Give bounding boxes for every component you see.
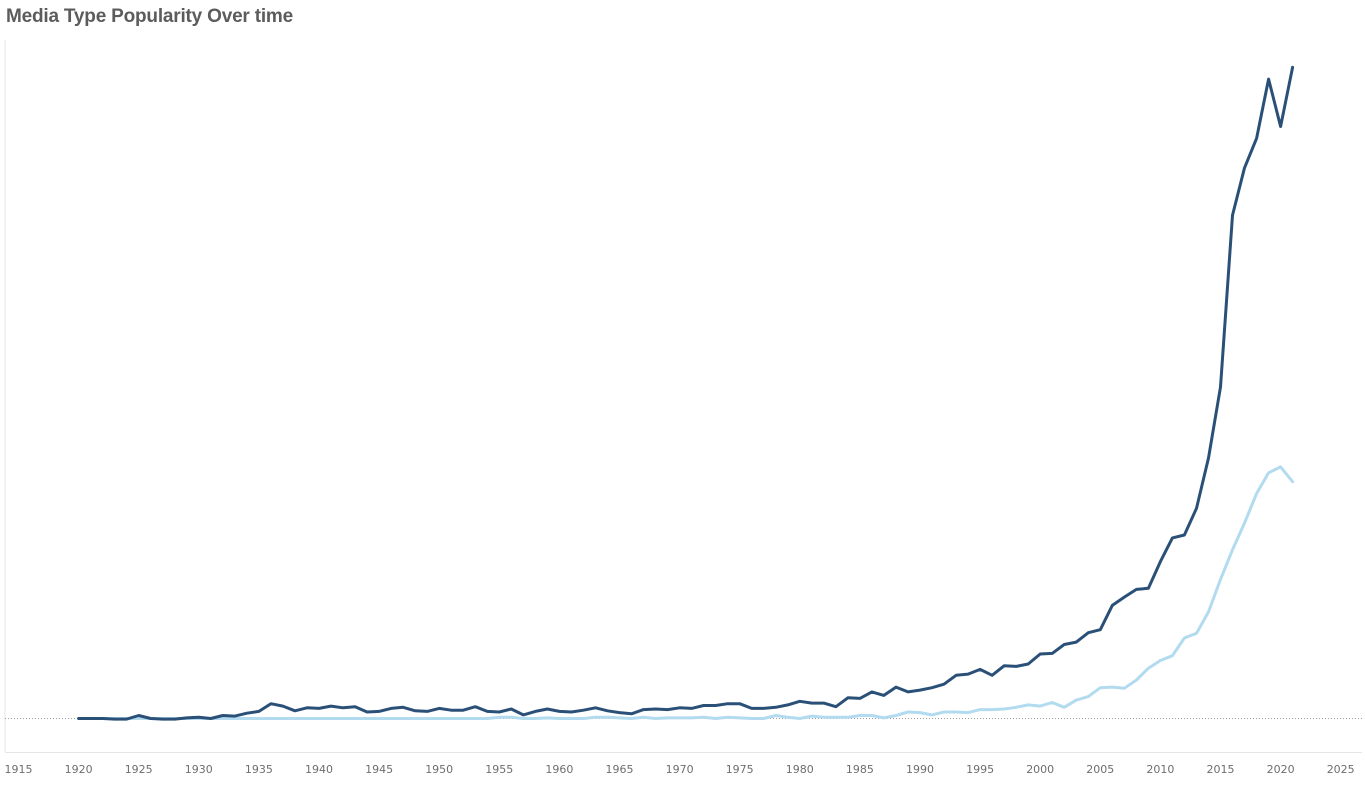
x-tick-label-1950: 1950 xyxy=(425,763,453,776)
x-tick-label-2005: 2005 xyxy=(1086,763,1114,776)
x-tick-label-2015: 2015 xyxy=(1207,763,1235,776)
series-line-dark xyxy=(77,65,1295,721)
x-tick-label-1930: 1930 xyxy=(185,763,213,776)
x-tick-label-1990: 1990 xyxy=(906,763,934,776)
series-layer xyxy=(77,65,1295,721)
x-tick-label-1925: 1925 xyxy=(125,763,153,776)
x-tick-label-1920: 1920 xyxy=(65,763,93,776)
x-tick-label-1975: 1975 xyxy=(726,763,754,776)
x-tick-label-1970: 1970 xyxy=(666,763,694,776)
x-tick-label-2025: 2025 xyxy=(1327,763,1355,776)
axis-layer xyxy=(4,40,1362,753)
x-tick-label-1965: 1965 xyxy=(606,763,634,776)
x-tick-label-1985: 1985 xyxy=(846,763,874,776)
x-tick-label-1980: 1980 xyxy=(786,763,814,776)
x-axis-ticks: 1915 1920 1925 1930 1935 1940 1945 1950 1955 1960… xyxy=(5,763,1355,776)
x-tick-label-1955: 1955 xyxy=(485,763,513,776)
x-tick-label-2020: 2020 xyxy=(1267,763,1295,776)
x-tick-label-1940: 1940 xyxy=(305,763,333,776)
x-tick-label-1935: 1935 xyxy=(245,763,273,776)
x-tick-label-2010: 2010 xyxy=(1146,763,1174,776)
series-line-light xyxy=(77,465,1295,720)
x-tick-label-1960: 1960 xyxy=(545,763,573,776)
x-tick-label-1995: 1995 xyxy=(966,763,994,776)
chart-title: Media Type Popularity Over time xyxy=(6,6,293,27)
x-tick-label-2000: 2000 xyxy=(1026,763,1054,776)
x-tick-label-1915: 1915 xyxy=(5,763,33,776)
x-tick-label-1945: 1945 xyxy=(365,763,393,776)
